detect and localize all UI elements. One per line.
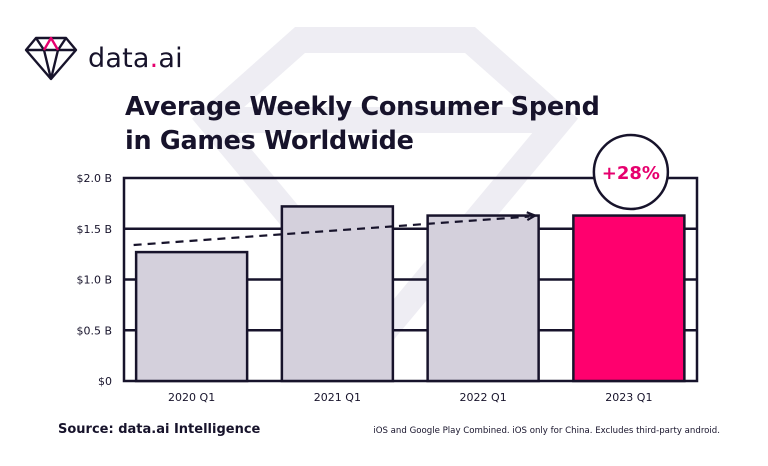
growth-badge bbox=[592, 133, 670, 211]
y-tick-label: $1.5 B bbox=[76, 223, 112, 236]
chart-title-line-1: Average Weekly Consumer Spend bbox=[125, 92, 600, 122]
source-label: Source: data.ai Intelligence bbox=[58, 422, 261, 437]
y-tick-label: $0 bbox=[98, 375, 112, 388]
growth-badge-label: +28% bbox=[602, 163, 660, 184]
trend-arrowhead bbox=[526, 211, 538, 222]
bar-2021-q1 bbox=[280, 205, 395, 383]
x-tick-label: 2022 Q1 bbox=[460, 391, 507, 404]
footnote: iOS and Google Play Combined. iOS only f… bbox=[373, 426, 720, 436]
trend-line bbox=[133, 215, 530, 247]
chart-title: Average Weekly Consumer Spend in Games W… bbox=[125, 90, 645, 158]
y-tick-label: $0.5 B bbox=[76, 324, 112, 337]
brand-logo: data.ai bbox=[24, 34, 183, 82]
y-tick-label: $1.0 B bbox=[76, 274, 112, 287]
bar-2020-q1 bbox=[134, 250, 249, 383]
diamond-logo-icon bbox=[24, 36, 78, 81]
x-tick-label: 2023 Q1 bbox=[605, 391, 652, 404]
y-tick-label: $2.0 B bbox=[76, 172, 112, 185]
bar-2023-q1 bbox=[572, 214, 686, 383]
x-tick-label: 2021 Q1 bbox=[314, 391, 361, 404]
bar-2022-q1 bbox=[426, 214, 540, 383]
chart-title-line-2: in Games Worldwide bbox=[125, 126, 414, 156]
brand-name: data.ai bbox=[88, 42, 183, 74]
x-tick-label: 2020 Q1 bbox=[168, 391, 215, 404]
